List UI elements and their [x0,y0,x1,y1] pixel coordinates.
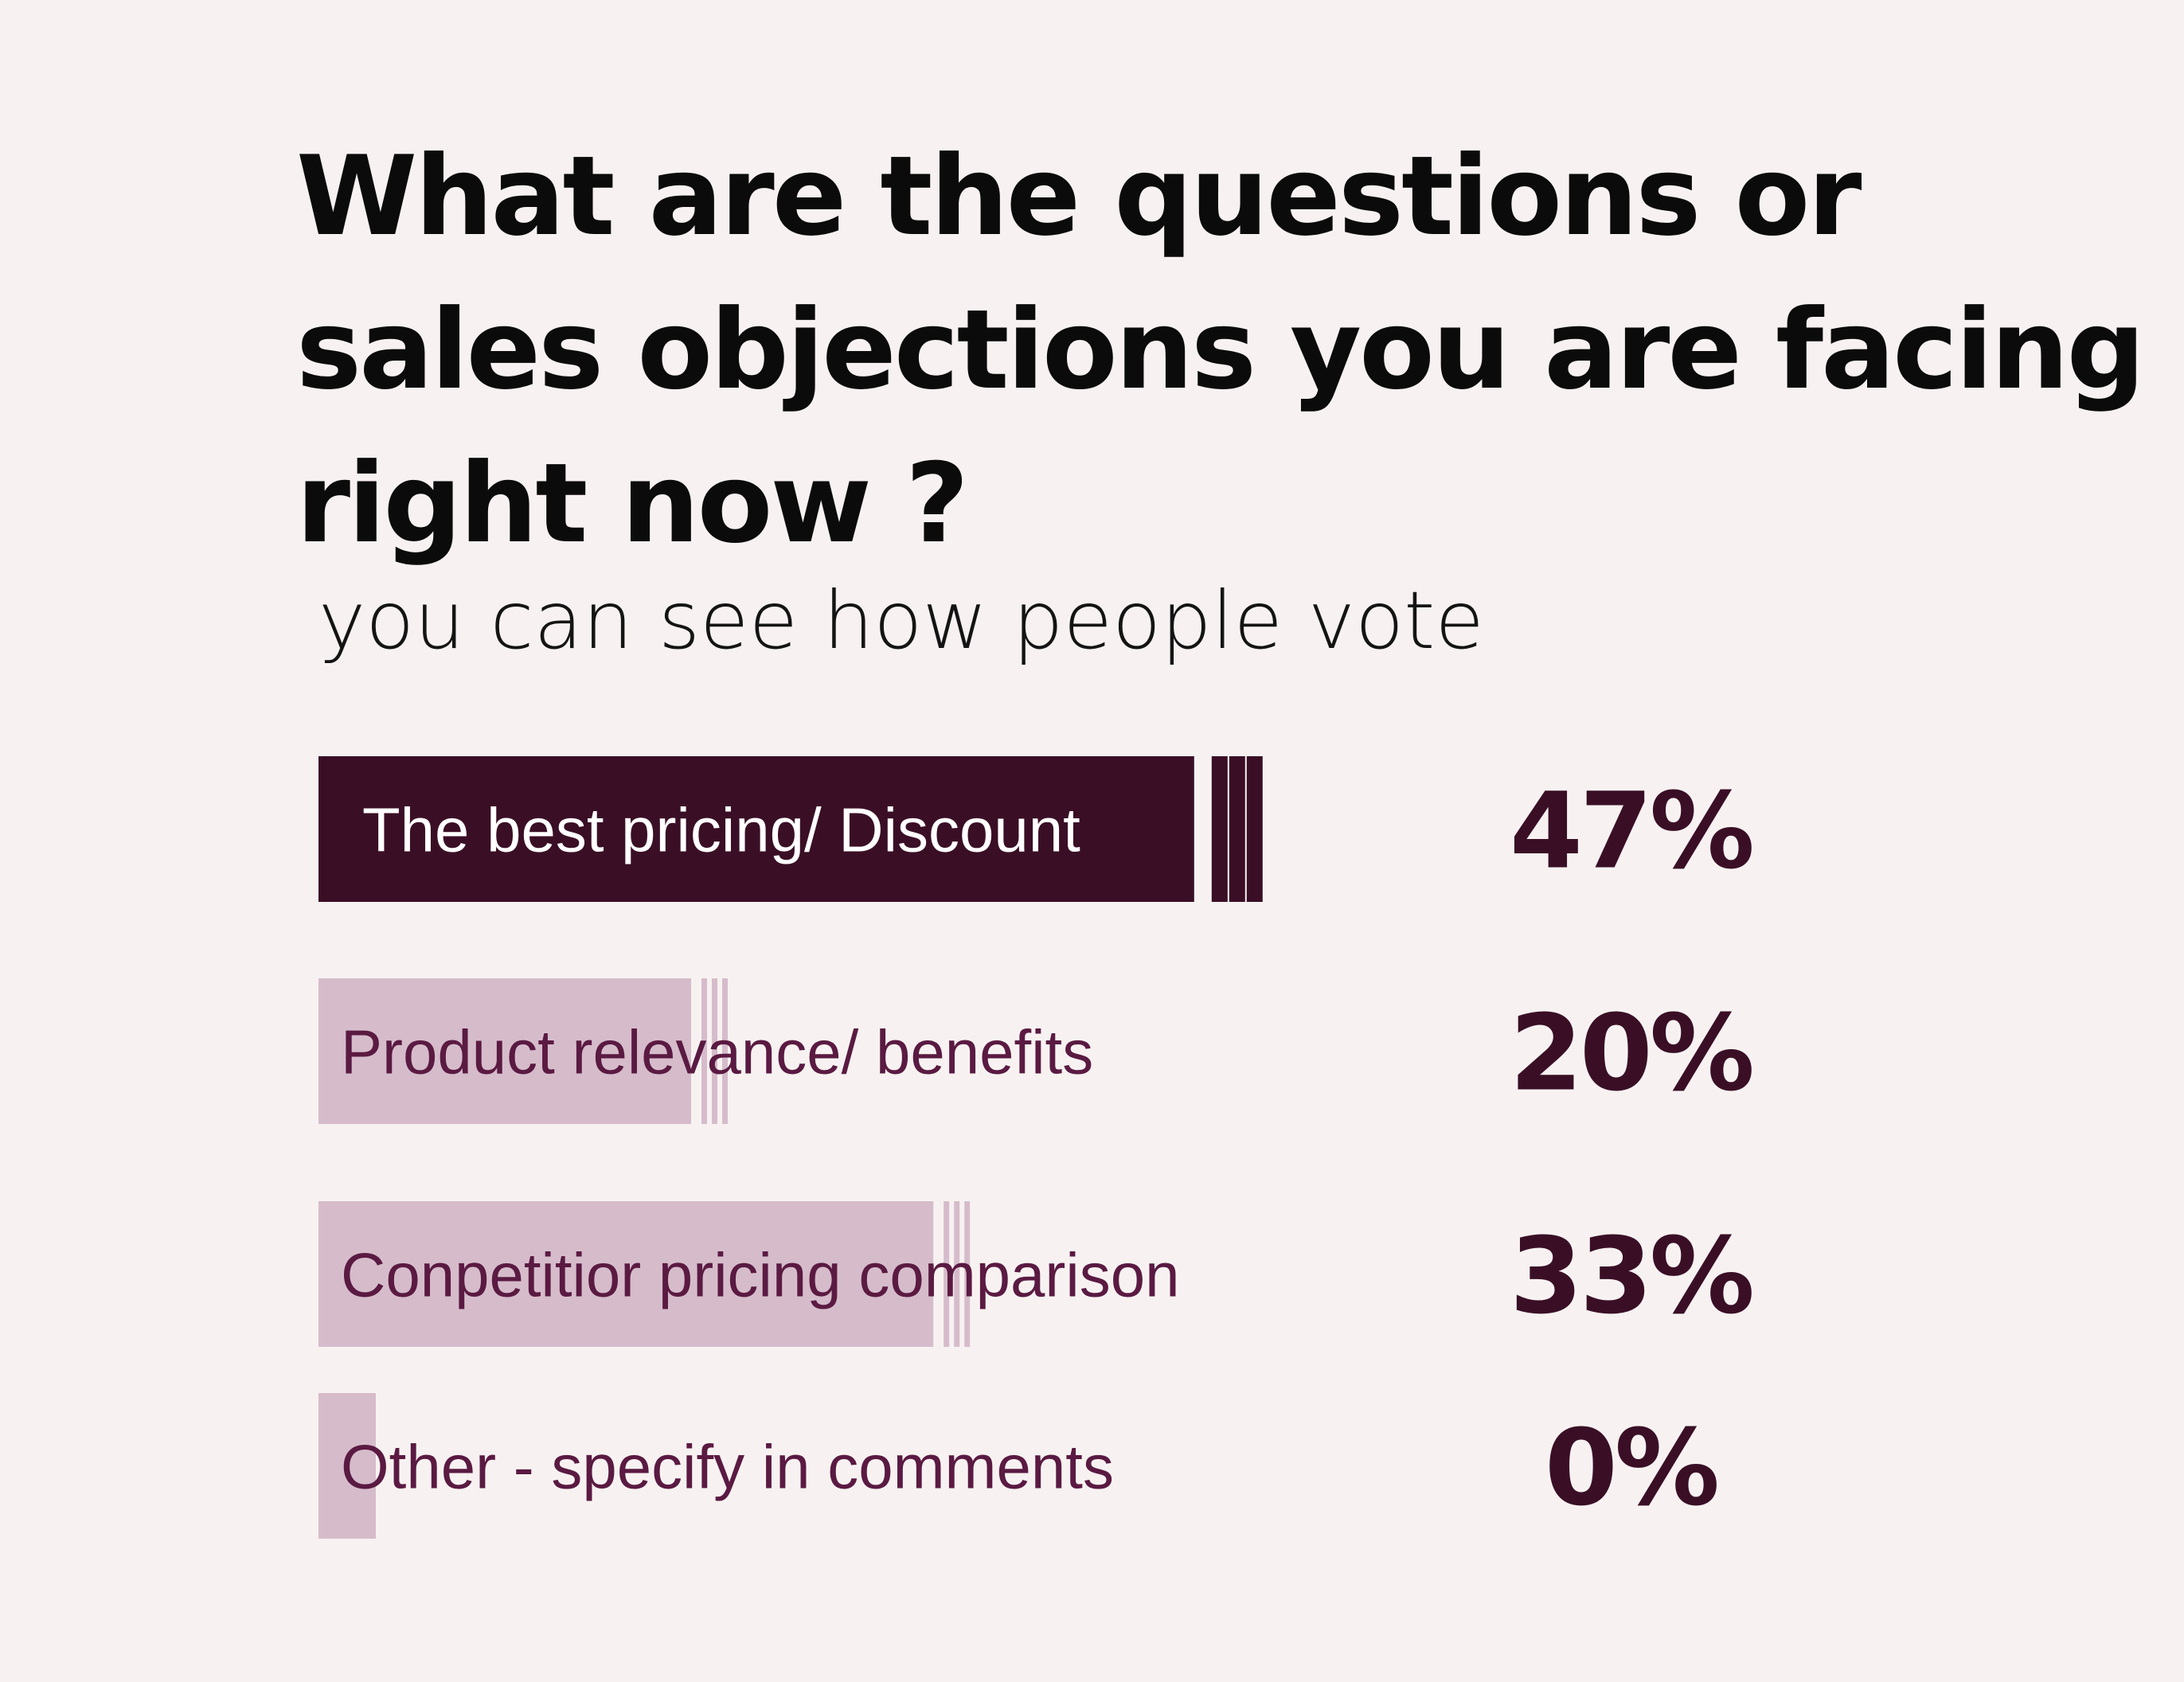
value-label-3: 33% [1510,1216,1752,1338]
bar-2-stripe [712,978,717,1124]
value-label-4: 0% [1545,1407,1717,1530]
bar-2 [318,978,691,1124]
bar-1 [318,756,1194,902]
chart-subtitle: you can see how people vote [318,574,1484,667]
chart-title: What are the questions or sales objectio… [296,119,2145,580]
bar-label-1: The best pricing/ Discount [362,795,1080,865]
bar-2-stripe [701,978,707,1124]
title-line-1: What are the questions or [296,132,1862,260]
bar-3-stripe [944,1201,950,1347]
bar-2-stripe [722,978,728,1124]
title-line-2: sales objections you are facing [296,286,2145,414]
bar-4 [318,1393,376,1539]
bar-1-stripe [1211,756,1228,902]
bar-3 [318,1201,934,1347]
bar-label-4: Other - specify in comments [341,1432,1114,1502]
title-line-3: right now ? [296,439,969,568]
bar-3-stripe [964,1201,971,1347]
bar-label-3: Conpetitior pricing comparison [341,1240,1180,1310]
bar-label-2: Product relevance/ benefits [341,1017,1093,1087]
bar-1-stripe [1246,756,1263,902]
bar-1-stripe [1229,756,1245,902]
value-label-2: 20% [1510,993,1752,1115]
bar-3-stripe [954,1201,960,1347]
value-label-1: 47% [1510,771,1752,893]
